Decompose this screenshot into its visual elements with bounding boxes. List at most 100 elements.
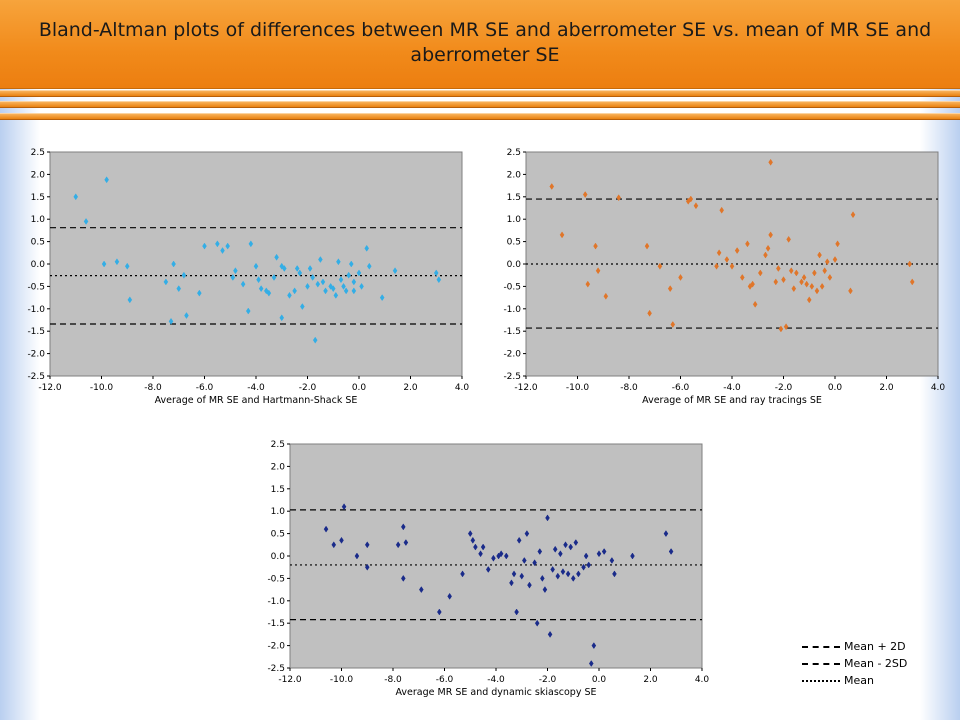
- data-point: [850, 211, 856, 219]
- y-tick-label: 2.0: [507, 170, 522, 180]
- data-point: [550, 565, 555, 573]
- x-tick-label: -4.0: [487, 675, 505, 685]
- data-point: [678, 273, 683, 281]
- data-point: [436, 276, 442, 284]
- y-tick-label: 2.0: [271, 462, 286, 472]
- data-point: [245, 307, 251, 315]
- data-point: [351, 287, 357, 295]
- title-banner: Bland-Altman plots of differences betwee…: [0, 0, 960, 89]
- data-point: [537, 548, 543, 555]
- data-point: [433, 269, 439, 277]
- data-point: [768, 158, 773, 166]
- data-point: [336, 258, 341, 266]
- data-point: [114, 258, 120, 266]
- legend-label-upper: Mean + 2D: [844, 640, 906, 653]
- y-tick-label: 0.0: [507, 260, 522, 270]
- data-point: [719, 206, 725, 214]
- data-point: [549, 183, 555, 190]
- data-point: [799, 278, 804, 286]
- data-point: [835, 240, 840, 248]
- y-tick-label: -0.5: [503, 282, 521, 292]
- data-point: [809, 282, 815, 290]
- data-point: [480, 543, 486, 551]
- data-point: [822, 267, 828, 275]
- y-tick-label: 1.5: [271, 485, 285, 495]
- data-point: [447, 592, 452, 600]
- data-point: [812, 269, 817, 277]
- y-tick-label: -1.5: [267, 619, 285, 629]
- data-point: [315, 280, 321, 288]
- data-point: [801, 273, 807, 281]
- data-point: [274, 253, 279, 261]
- data-point: [403, 539, 409, 547]
- data-point: [287, 291, 292, 299]
- data-point: [848, 287, 853, 295]
- data-point: [498, 550, 504, 558]
- x-tick-label: 2.0: [403, 383, 418, 393]
- data-point: [256, 276, 261, 284]
- data-point: [266, 289, 272, 297]
- data-point: [460, 570, 465, 578]
- data-point: [307, 265, 313, 272]
- data-point: [343, 287, 349, 295]
- data-point: [215, 240, 220, 248]
- data-point: [395, 541, 401, 549]
- data-point: [595, 267, 601, 275]
- data-point: [558, 550, 563, 558]
- data-point: [781, 276, 786, 284]
- y-tick-label: -0.5: [27, 282, 45, 292]
- data-point: [724, 256, 730, 263]
- data-point: [341, 503, 347, 511]
- x-tick-label: -12.0: [514, 383, 538, 393]
- x-tick-label: -6.0: [196, 383, 214, 393]
- data-point: [616, 194, 622, 202]
- data-point: [419, 586, 424, 594]
- y-tick-label: 2.5: [271, 440, 285, 450]
- data-point: [527, 581, 532, 589]
- data-point: [603, 292, 609, 300]
- x-axis-label: Average of MR SE and Hartmann-Shack SE: [155, 395, 358, 406]
- data-point: [312, 336, 318, 344]
- data-point: [305, 282, 310, 290]
- legend-label-mean: Mean: [844, 674, 874, 687]
- data-point: [470, 536, 476, 544]
- slide-title: Bland-Altman plots of differences betwee…: [38, 19, 932, 66]
- data-point: [745, 240, 750, 248]
- y-tick-label: 2.5: [507, 148, 521, 158]
- legend-line-lower: [802, 663, 840, 665]
- y-tick-label: -2.5: [27, 372, 45, 382]
- data-point: [73, 193, 79, 201]
- data-point: [514, 608, 519, 616]
- x-tick-label: -10.0: [330, 675, 354, 685]
- data-point: [333, 291, 339, 299]
- data-point: [547, 630, 553, 638]
- data-point: [542, 586, 548, 594]
- x-tick-label: -4.0: [723, 383, 741, 393]
- data-point: [171, 260, 176, 268]
- data-point: [570, 574, 576, 582]
- x-tick-label: -8.0: [384, 675, 402, 685]
- y-tick-label: 1.0: [271, 507, 286, 517]
- decorative-stripe: [0, 90, 960, 97]
- legend-item-upper: Mean + 2D: [800, 640, 940, 654]
- y-tick-label: -2.5: [503, 372, 521, 382]
- data-point: [909, 278, 915, 286]
- y-tick-label: -2.0: [267, 642, 285, 652]
- data-point: [282, 265, 287, 272]
- data-point: [804, 280, 809, 288]
- x-tick-label: -6.0: [436, 675, 454, 685]
- data-point: [552, 545, 558, 553]
- data-point: [225, 242, 230, 250]
- data-point: [907, 260, 912, 268]
- data-point: [817, 251, 822, 259]
- data-point: [688, 195, 694, 203]
- data-point: [294, 265, 300, 272]
- data-point: [773, 278, 779, 286]
- x-tick-label: 2.0: [643, 675, 658, 685]
- data-point: [657, 262, 663, 270]
- data-point: [341, 282, 346, 290]
- data-point: [485, 565, 491, 573]
- data-point: [364, 563, 370, 571]
- x-tick-label: -4.0: [247, 383, 265, 393]
- data-point: [320, 278, 326, 286]
